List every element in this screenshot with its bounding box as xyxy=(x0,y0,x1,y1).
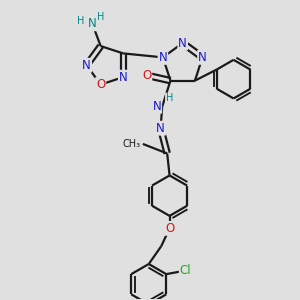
Text: H: H xyxy=(97,12,104,22)
Text: O: O xyxy=(96,78,105,91)
Text: Cl: Cl xyxy=(180,264,191,277)
Text: N: N xyxy=(82,59,91,72)
Text: H: H xyxy=(77,16,85,26)
Text: N: N xyxy=(158,51,167,64)
Text: N: N xyxy=(198,51,207,64)
Text: O: O xyxy=(142,69,151,82)
Text: N: N xyxy=(178,37,187,50)
Text: N: N xyxy=(119,71,128,84)
Text: H: H xyxy=(166,94,173,103)
Text: CH₃: CH₃ xyxy=(122,139,140,149)
Text: N: N xyxy=(152,100,161,113)
Text: N: N xyxy=(156,122,165,135)
Text: O: O xyxy=(165,222,174,235)
Text: N: N xyxy=(88,17,97,30)
